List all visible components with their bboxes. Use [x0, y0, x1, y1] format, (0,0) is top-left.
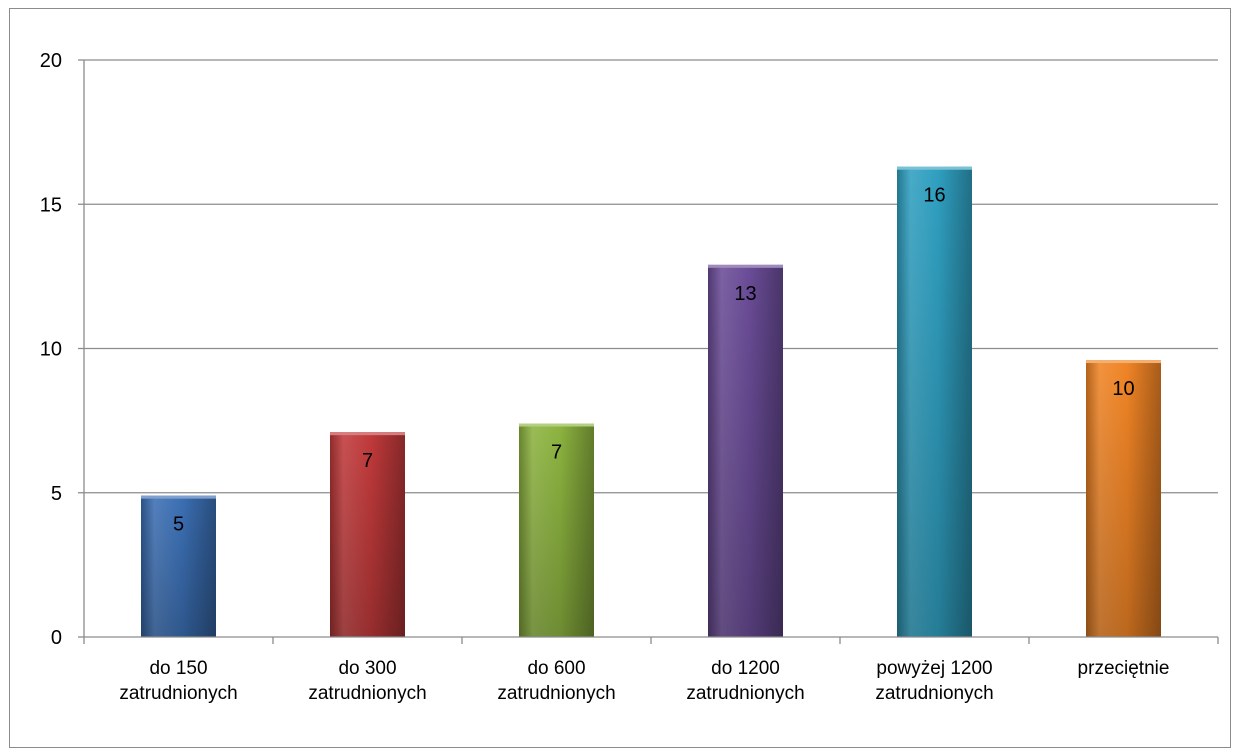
bar-shading — [1086, 360, 1161, 637]
labels: 0 5 10 15 20 5 do 150 zatrudnionych 7 do 300 zatru… — [40, 50, 1170, 704]
bar-top-highlight — [519, 423, 594, 427]
bar-shading — [708, 264, 783, 637]
data-label: 7 — [362, 450, 373, 472]
x-tick-label: zatrudnionych — [686, 683, 804, 704]
x-tick-label: zatrudnionych — [497, 683, 615, 704]
bar-top-highlight — [708, 264, 783, 268]
data-label: 5 — [173, 514, 184, 536]
data-label: 16 — [923, 185, 945, 207]
data-label: 13 — [734, 283, 756, 305]
data-label: 10 — [1112, 378, 1134, 400]
y-tick-label: 15 — [40, 194, 62, 216]
x-tick-label: do 150 — [149, 658, 207, 679]
bar-top-highlight — [1086, 360, 1161, 364]
bars — [141, 166, 1161, 637]
x-tick-label: zatrudnionych — [875, 683, 993, 704]
bar-shading — [519, 423, 594, 637]
x-tick-label: przeciętnie — [1078, 658, 1170, 679]
bar-top-highlight — [330, 432, 405, 436]
bar-shading — [330, 432, 405, 637]
y-tick-label: 0 — [51, 627, 62, 649]
x-tick-label: zatrudnionych — [308, 683, 426, 704]
x-tick-label: do 300 — [338, 658, 396, 679]
y-tick-label: 5 — [51, 483, 62, 505]
x-tick-label: powyżej 1200 — [876, 658, 992, 679]
data-label: 7 — [551, 442, 562, 464]
bar-shading — [141, 495, 216, 637]
axes — [78, 59, 1219, 644]
x-tick-label: zatrudnionych — [119, 683, 237, 704]
bar-top-highlight — [897, 166, 972, 170]
x-tick-label: do 600 — [527, 658, 585, 679]
y-tick-label: 10 — [40, 339, 62, 361]
gridlines — [84, 59, 1218, 494]
bar-top-highlight — [141, 495, 216, 499]
y-tick-label: 20 — [40, 50, 62, 72]
x-tick-label: do 1200 — [711, 658, 780, 679]
bar-shading — [897, 166, 972, 637]
